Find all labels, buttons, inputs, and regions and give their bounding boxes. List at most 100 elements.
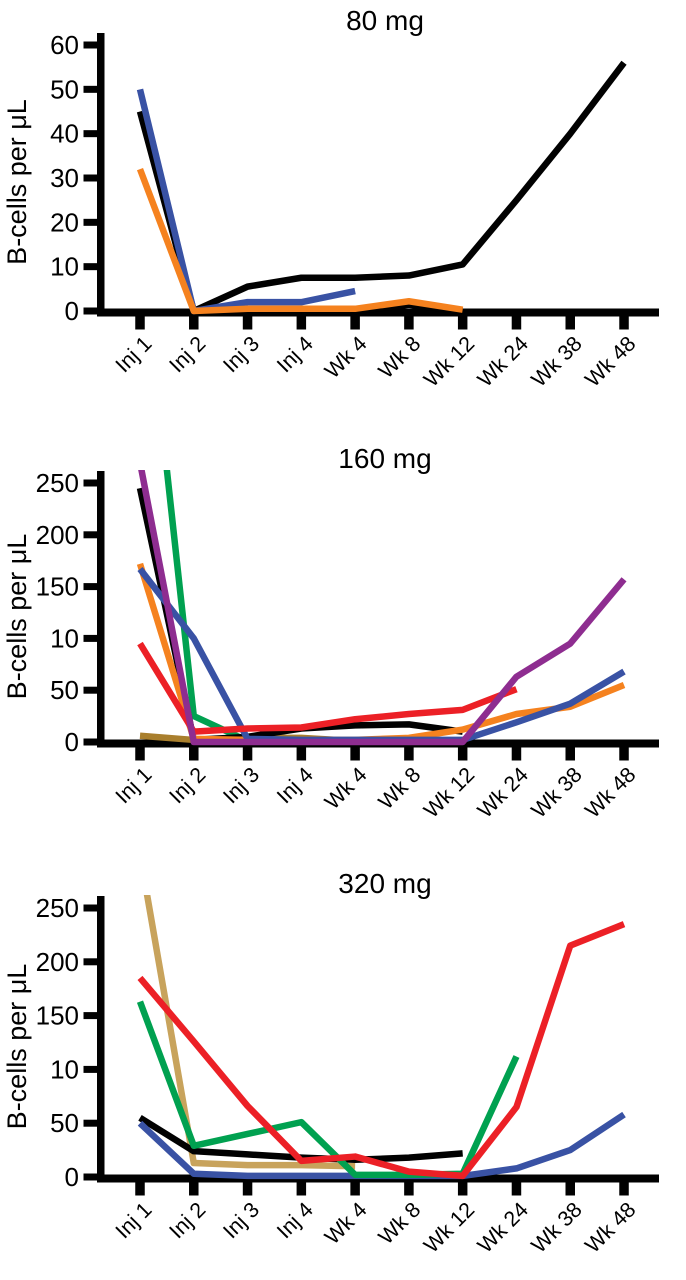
chart-title: 160 mg — [338, 443, 431, 474]
x-tick-label: Wk 48 — [580, 1198, 640, 1258]
y-tick-label: 0 — [65, 1162, 79, 1192]
chart-320mg-series — [136, 895, 626, 1180]
y-tick-label: 50 — [50, 675, 79, 705]
y-tick-mark — [83, 583, 98, 591]
y-axis-label: B-cells per μL — [2, 534, 32, 700]
x-tick-label: Wk 4 — [320, 332, 372, 384]
x-tick-mark — [242, 316, 253, 330]
y-tick-mark — [83, 958, 98, 966]
y-tick-label: 50 — [50, 1108, 79, 1138]
y-tick-mark — [83, 686, 98, 694]
x-tick-mark — [457, 1182, 468, 1196]
x-tick-mark — [404, 747, 414, 761]
chart-title: 80 mg — [346, 5, 424, 36]
y-tick-mark — [83, 479, 98, 487]
x-tick-mark — [511, 747, 522, 761]
x-tick-label: Wk 4 — [320, 763, 372, 815]
y-tick-mark — [83, 634, 98, 642]
x-tick-label: Inj 3 — [218, 1198, 264, 1244]
x-tick-label: Wk 8 — [374, 1198, 426, 1250]
x-tick-label: Wk 24 — [473, 1198, 533, 1258]
x-tick-mark — [619, 1182, 629, 1196]
x-tick-label: Inj 3 — [218, 763, 264, 809]
x-tick-mark — [296, 1182, 307, 1196]
y-tick-mark — [83, 41, 98, 49]
x-tick-mark — [296, 747, 307, 761]
y-tick-mark — [83, 218, 98, 226]
x-tick-mark — [135, 747, 145, 761]
y-tick-label: 250 — [36, 893, 79, 923]
y-tick-label: 10 — [50, 1054, 79, 1084]
x-tick-mark — [565, 747, 575, 761]
x-tick-label: Wk 12 — [419, 1198, 479, 1258]
x-tick-mark — [350, 1182, 360, 1196]
x-tick-mark — [457, 316, 468, 330]
x-tick-mark — [135, 316, 145, 330]
y-tick-mark — [83, 174, 98, 182]
series-line-patient-purple — [138, 470, 627, 746]
series-line-patient-orange — [136, 167, 464, 315]
x-tick-label: Wk 8 — [374, 763, 426, 815]
y-tick-label: 0 — [65, 727, 79, 757]
x-tick-mark — [296, 316, 307, 330]
y-axis-label: B-cells per μL — [2, 99, 32, 265]
x-tick-label: Wk 48 — [580, 763, 640, 823]
x-tick-label: Inj 1 — [111, 1198, 157, 1244]
series-line-patient-red — [137, 641, 518, 735]
x-tick-label: Wk 38 — [527, 763, 587, 823]
chart-80mg-series — [136, 60, 627, 315]
x-tick-label: Wk 8 — [374, 332, 426, 384]
y-axis-label: B-cells per μL — [2, 964, 32, 1130]
x-tick-label: Wk 48 — [580, 332, 640, 392]
x-tick-label: Wk 38 — [527, 332, 587, 392]
x-tick-label: Wk 12 — [419, 763, 479, 823]
chart-title: 320 mg — [338, 868, 431, 899]
y-tick-mark — [83, 1012, 98, 1020]
y-tick-label: 10 — [50, 623, 79, 653]
x-tick-mark — [189, 316, 199, 330]
y-tick-mark — [83, 904, 98, 912]
y-tick-label: 200 — [36, 947, 79, 977]
y-tick-mark — [83, 307, 98, 315]
x-axis-line — [97, 308, 659, 317]
chart-160mg-series — [136, 470, 627, 746]
y-tick-label: 60 — [50, 30, 79, 60]
x-tick-mark — [404, 316, 414, 330]
x-tick-mark — [404, 1182, 414, 1196]
y-tick-label: 150 — [36, 572, 79, 602]
y-tick-mark — [83, 531, 98, 539]
y-axis-line — [97, 471, 105, 748]
x-tick-label: Wk 24 — [473, 332, 533, 392]
x-tick-mark — [619, 747, 629, 761]
x-tick-mark — [350, 316, 360, 330]
x-tick-mark — [189, 747, 199, 761]
series-line-patient-blue — [136, 88, 356, 315]
y-axis-line — [97, 33, 105, 317]
x-tick-mark — [511, 316, 522, 330]
x-tick-mark — [457, 747, 468, 761]
y-tick-label: 10 — [50, 252, 79, 282]
y-tick-mark — [83, 738, 98, 746]
x-tick-label: Inj 4 — [272, 332, 318, 378]
x-tick-mark — [619, 316, 629, 330]
y-tick-label: 20 — [50, 207, 79, 237]
x-tick-mark — [565, 1182, 575, 1196]
y-tick-label: 30 — [50, 163, 79, 193]
y-tick-mark — [83, 1065, 98, 1073]
x-tick-label: Inj 2 — [165, 332, 211, 378]
y-tick-label: 200 — [36, 520, 79, 550]
x-tick-label: Wk 12 — [419, 332, 479, 392]
series-line-patient-black — [136, 60, 627, 315]
x-tick-label: Inj 4 — [272, 1198, 318, 1244]
x-tick-label: Inj 4 — [272, 763, 318, 809]
x-tick-label: Inj 1 — [111, 332, 157, 378]
y-axis-line — [97, 896, 105, 1183]
x-tick-label: Wk 38 — [527, 1198, 587, 1258]
x-tick-mark — [511, 1182, 522, 1196]
